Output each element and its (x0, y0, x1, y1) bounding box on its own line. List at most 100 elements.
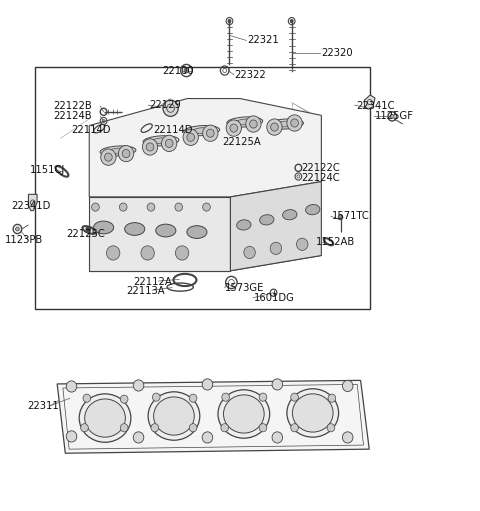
Circle shape (92, 203, 99, 211)
Text: 22112A: 22112A (134, 277, 172, 287)
Polygon shape (89, 99, 322, 197)
Ellipse shape (184, 126, 220, 136)
Polygon shape (230, 181, 322, 271)
Ellipse shape (156, 224, 176, 237)
Circle shape (202, 432, 213, 443)
Circle shape (222, 393, 229, 401)
Circle shape (141, 246, 155, 260)
Circle shape (153, 393, 160, 401)
Ellipse shape (109, 148, 127, 154)
Polygon shape (28, 194, 37, 211)
Circle shape (259, 424, 267, 432)
Circle shape (246, 116, 261, 132)
Text: 22114D: 22114D (153, 125, 192, 134)
Circle shape (206, 129, 214, 137)
Ellipse shape (154, 397, 194, 435)
Ellipse shape (224, 395, 264, 433)
Ellipse shape (287, 389, 338, 437)
Text: 22322: 22322 (234, 69, 266, 80)
Ellipse shape (143, 136, 179, 146)
Circle shape (267, 119, 282, 135)
Circle shape (272, 379, 283, 390)
Circle shape (120, 424, 128, 432)
Polygon shape (57, 380, 369, 453)
Circle shape (119, 146, 134, 162)
Circle shape (161, 135, 177, 152)
Ellipse shape (267, 119, 303, 129)
Circle shape (120, 203, 127, 211)
Circle shape (189, 424, 197, 432)
Circle shape (202, 379, 213, 390)
Ellipse shape (237, 220, 251, 230)
Circle shape (81, 424, 88, 432)
Circle shape (146, 143, 154, 151)
Ellipse shape (283, 210, 297, 220)
Ellipse shape (227, 117, 263, 127)
Text: 22114D: 22114D (72, 125, 111, 134)
Circle shape (165, 140, 173, 148)
Text: 1601DG: 1601DG (253, 293, 294, 303)
Circle shape (86, 226, 91, 231)
Circle shape (143, 139, 157, 155)
Circle shape (228, 128, 234, 134)
Text: 22124B: 22124B (53, 111, 92, 122)
Text: 22129: 22129 (149, 100, 181, 110)
Ellipse shape (218, 390, 270, 438)
Bar (35, 67, 370, 309)
Text: 22321: 22321 (247, 35, 279, 45)
Text: 1571TC: 1571TC (332, 211, 370, 221)
Text: 22125C: 22125C (67, 228, 106, 239)
Text: 22320: 22320 (322, 48, 353, 58)
Circle shape (151, 424, 158, 432)
Circle shape (342, 432, 353, 443)
Circle shape (203, 125, 218, 142)
Circle shape (244, 246, 255, 259)
Circle shape (203, 203, 210, 211)
Text: 22341C: 22341C (356, 101, 395, 111)
Circle shape (15, 227, 19, 231)
Ellipse shape (306, 204, 320, 215)
Text: 22113A: 22113A (126, 286, 165, 296)
Text: 1125GF: 1125GF (375, 111, 414, 122)
Circle shape (184, 68, 189, 73)
Circle shape (175, 203, 182, 211)
Text: 22122B: 22122B (53, 101, 92, 111)
Ellipse shape (84, 399, 125, 437)
Circle shape (250, 120, 257, 128)
Circle shape (120, 395, 128, 403)
Text: 1151CJ: 1151CJ (29, 166, 65, 175)
Polygon shape (89, 197, 230, 271)
Text: 22125A: 22125A (222, 137, 261, 147)
Ellipse shape (236, 119, 254, 125)
Circle shape (101, 149, 116, 165)
Circle shape (189, 394, 197, 402)
Ellipse shape (187, 226, 207, 239)
Text: 1123PB: 1123PB (4, 235, 43, 245)
Text: 22122C: 22122C (301, 163, 340, 173)
Text: 22124C: 22124C (301, 173, 340, 183)
Circle shape (272, 432, 283, 443)
Circle shape (105, 153, 112, 161)
Circle shape (291, 119, 299, 127)
Circle shape (187, 133, 194, 142)
Circle shape (228, 19, 231, 22)
Text: 1152AB: 1152AB (316, 237, 355, 247)
Circle shape (328, 394, 336, 402)
Circle shape (122, 150, 130, 158)
Circle shape (66, 381, 77, 392)
Circle shape (221, 424, 228, 432)
Text: 22311: 22311 (27, 401, 59, 411)
Circle shape (133, 380, 144, 391)
Polygon shape (364, 95, 375, 109)
Ellipse shape (152, 138, 170, 144)
Circle shape (259, 393, 267, 401)
Circle shape (290, 19, 293, 22)
Circle shape (107, 246, 120, 260)
Circle shape (291, 424, 299, 432)
Circle shape (271, 123, 278, 131)
Ellipse shape (148, 392, 200, 440)
Circle shape (230, 124, 238, 132)
Circle shape (226, 120, 241, 136)
Circle shape (66, 431, 77, 442)
Ellipse shape (125, 223, 145, 236)
